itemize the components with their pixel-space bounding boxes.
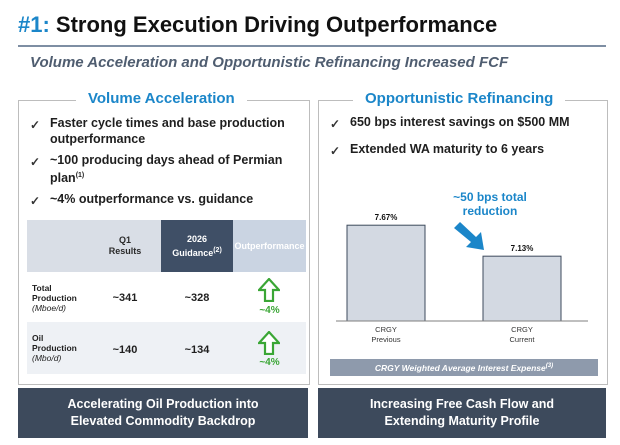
- row-total-unit: (Mboe/d): [32, 303, 67, 313]
- row-oil-label2: Production: [32, 343, 77, 353]
- header-q1-line1: Q1: [118, 235, 131, 245]
- row-oil-label: Oil Production (Mbo/d): [32, 333, 77, 363]
- bar-value-label: 7.13%: [511, 244, 534, 253]
- row-total-label: Total Production (Mboe/d): [32, 283, 77, 313]
- volume-acceleration-title: Volume Acceleration: [76, 90, 247, 107]
- bar-1: [482, 255, 562, 322]
- row-total-guidance: ~328: [184, 292, 210, 304]
- row-total-q1: ~341: [112, 292, 138, 304]
- table-row: [27, 272, 306, 322]
- title-number: #1:: [18, 12, 50, 37]
- banner-oil-production: Accelerating Oil Production into Elevate…: [18, 388, 308, 438]
- chart-caption-text: CRGY Weighted Average Interest Expense: [374, 362, 546, 373]
- reduction-annotation: ~50 bps total reduction: [453, 190, 527, 218]
- category-label: CRGY: [511, 325, 533, 334]
- bullet-outperformance: ~4% outperformance vs. guidance: [50, 192, 254, 206]
- category-label: Current: [509, 335, 535, 344]
- banner-fcf-line1: Increasing Free Cash Flow and: [369, 397, 555, 411]
- row-oil-label1: Oil: [32, 333, 44, 343]
- check-icon: ✓: [30, 155, 41, 169]
- bullet-maturity: Extended WA maturity to 6 years: [350, 142, 545, 156]
- header-guidance-line2: Guidance(2): [172, 245, 222, 259]
- row-oil-q1: ~140: [112, 344, 138, 356]
- down-right-arrow-icon: [454, 222, 484, 250]
- category-label: CRGY: [375, 325, 397, 334]
- page-subtitle: Volume Acceleration and Opportunistic Re…: [30, 54, 509, 71]
- banner-fcf-line2: Extending Maturity Profile: [384, 414, 540, 428]
- header-guidance-text: Guidance: [172, 247, 214, 258]
- check-icon: ✓: [330, 117, 341, 131]
- row-total-label2: Production: [32, 293, 77, 303]
- row-total-outperformance: ~4%: [259, 305, 280, 316]
- page-title: #1: Strong Execution Driving Outperforma…: [18, 12, 497, 38]
- bar-value-label: 7.67%: [375, 213, 398, 222]
- banner-oil-line1: Accelerating Oil Production into: [67, 397, 259, 411]
- title-rule: [18, 45, 606, 47]
- check-icon: ✓: [30, 118, 41, 132]
- bullet-producing-days: ~100 producing days ahead of Permian pla…: [50, 152, 300, 186]
- up-arrow-outline-icon: [258, 331, 280, 355]
- banner-free-cash-flow: Increasing Free Cash Flow and Extending …: [318, 388, 606, 438]
- up-arrow-outline-icon: [258, 278, 280, 302]
- row-oil-unit: (Mbo/d): [32, 353, 62, 363]
- check-icon: ✓: [330, 144, 341, 158]
- banner-oil-line2: Elevated Commodity Backdrop: [70, 414, 256, 428]
- chart-caption: CRGY Weighted Average Interest Expense(3…: [330, 359, 598, 376]
- row-oil-outperformance: ~4%: [259, 357, 280, 368]
- footnote-2: (2): [213, 246, 222, 254]
- row-oil-guidance: ~134: [184, 344, 210, 356]
- title-text: Strong Execution Driving Outperformance: [55, 12, 498, 37]
- header-guidance-line1: 2026: [186, 233, 208, 244]
- bullet-interest-savings: 650 bps interest savings on $500 MM: [350, 115, 570, 129]
- footnote-3: (3): [545, 363, 554, 369]
- check-icon: ✓: [30, 194, 41, 208]
- header-q1-line2: Results: [108, 246, 142, 256]
- table-header-outperformance: Outperformance: [233, 220, 306, 272]
- table-header-q1: Q1 Results: [89, 220, 161, 272]
- table-row: [27, 322, 306, 374]
- opportunistic-refinancing-title: Opportunistic Refinancing: [353, 90, 566, 107]
- footnote-1: (1): [75, 172, 85, 179]
- bullet-producing-days-text: ~100 producing days ahead of Permian pla…: [50, 153, 283, 186]
- bar-0: [346, 224, 426, 322]
- bullet-cycle-times: Faster cycle times and base production o…: [50, 116, 285, 146]
- row-total-label1: Total: [32, 283, 52, 293]
- category-label: Previous: [371, 335, 400, 344]
- table-header-guidance: 2026 Guidance(2): [161, 220, 233, 272]
